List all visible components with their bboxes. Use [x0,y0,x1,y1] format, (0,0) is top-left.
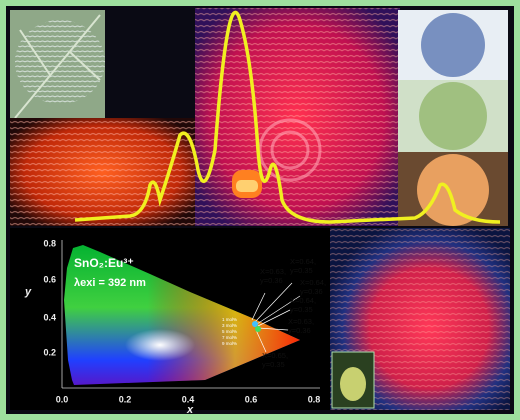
whorl [258,118,322,182]
white-point [125,329,195,361]
coordinate-x: X=0.64, [290,296,316,305]
y-tick-label: 0.4 [43,312,56,322]
leader-line [254,282,293,323]
leader-line [257,327,289,331]
blue-disc [421,13,485,77]
coordinate-x: X=0.64, [290,257,316,266]
coordinate-labels: X=0.63, y=0.36 X=0.64, y=0.35 X=0.64, y=… [260,257,326,369]
x-axis-label: x [186,404,194,416]
pear [340,367,366,401]
orange-disc [417,154,489,226]
leaf-veins [14,14,101,119]
fingerprint-ridges [195,8,400,226]
whorl [270,130,310,170]
material-label: SnO₂:Eu³⁺ [74,256,134,270]
concentration-label: 7 mol% [222,335,237,340]
coordinate-x: X=0.65, [262,351,288,360]
concentration-label: 3 mol% [222,323,237,328]
coordinate-x: X=0.63, [288,317,314,326]
x-tick-label: 0.0 [56,394,69,404]
concentration-labels: 1 mol% 3 mol% 5 mol% 7 mol% 9 mol% [222,317,237,346]
x-tick-label: 0.6 [245,394,258,404]
coordinate-y: y=0.36 [260,276,283,285]
y-tick-label: 0.6 [43,274,56,284]
x-tick-label: 0.4 [182,394,195,404]
emission-spectrum [74,10,501,224]
green-disc [419,82,487,150]
leader-lines [251,282,301,353]
y-tick-label: 0.8 [43,238,56,248]
coordinate-y: y=0.36 [288,326,311,335]
coordinate-y: y=0.35 [290,305,313,314]
red-leaf-ridges [10,118,195,226]
coordinate-y: y=0.36 [300,287,323,296]
concentration-label: 1 mol% [222,317,237,322]
color-point [252,321,258,327]
y-axis-label: y [24,286,32,298]
x-tick-label: 0.8 [308,394,321,404]
leader-line [251,292,266,321]
leader-line [256,295,301,325]
concentration-label: 5 mol% [222,329,237,334]
coordinate-y: y=0.35 [290,266,313,275]
color-point [255,326,261,332]
excitation-label: λexi = 392 nm [74,277,146,289]
led-glow [236,180,258,192]
leader-line [255,329,267,353]
concentration-label: 9 mol% [222,341,237,346]
x-tick-label: 0.2 [119,394,132,404]
coordinate-x: X=0.63, [260,267,286,276]
coordinate-x: X=0.64, [300,278,326,287]
leader-line [257,309,291,327]
y-tick-label: 0.2 [43,347,56,357]
coordinate-y: y=0.35 [262,360,285,369]
